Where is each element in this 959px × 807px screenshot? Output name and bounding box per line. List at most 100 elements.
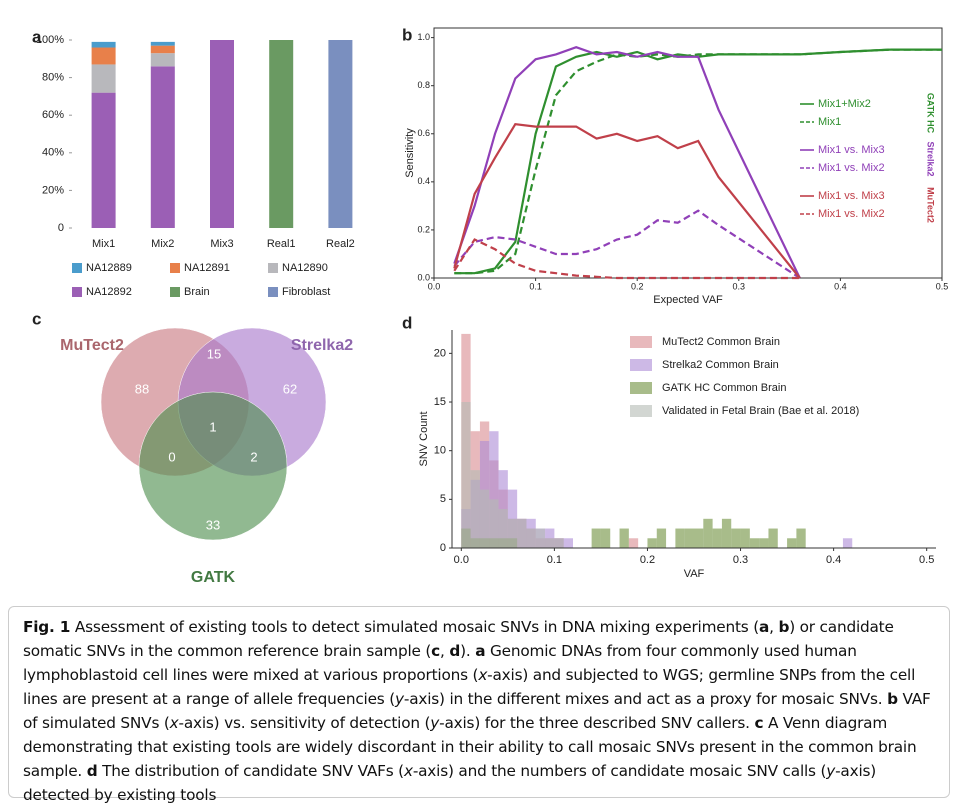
hist-bar bbox=[470, 470, 480, 548]
legend-label: NA12890 bbox=[282, 262, 328, 274]
hist-bar bbox=[787, 538, 797, 548]
hist-bar bbox=[731, 528, 741, 548]
panel-label: a bbox=[32, 27, 42, 46]
legend-label: Mix1 bbox=[818, 116, 841, 128]
caption-run: A Venn diagram demonstrating that existi… bbox=[23, 714, 917, 780]
bar-segment bbox=[150, 45, 175, 54]
caption-run: c bbox=[431, 642, 441, 660]
caption-run: VAF of simulated SNVs ( bbox=[23, 690, 931, 732]
legend-swatch bbox=[170, 263, 180, 273]
caption-run: -axis) for the three described SNV calle… bbox=[439, 714, 755, 732]
legend-label: Mix1+Mix2 bbox=[818, 98, 871, 110]
venn-count: 2 bbox=[250, 449, 257, 464]
hist-bar bbox=[545, 538, 555, 548]
hist-bar bbox=[600, 528, 611, 548]
x-tick-label: 0.0 bbox=[454, 554, 469, 566]
caption-run: -axis) detected by existing tools bbox=[23, 762, 877, 804]
venn-count: 88 bbox=[135, 381, 149, 396]
y-tick-label: 15 bbox=[434, 396, 446, 408]
legend-swatch bbox=[630, 359, 652, 371]
venn-count: 33 bbox=[206, 517, 220, 532]
bar-segment bbox=[328, 40, 353, 228]
y-tick-label: 0.2 bbox=[417, 224, 430, 234]
hist-bar bbox=[703, 518, 713, 548]
caption-run: -axis) in the different mixes and act as… bbox=[403, 690, 888, 708]
venn-set-label: GATK bbox=[191, 569, 236, 586]
hist-bar bbox=[526, 528, 536, 548]
series-line bbox=[454, 48, 942, 275]
hist-bar bbox=[628, 538, 639, 548]
legend-label: Mix1 vs. Mix2 bbox=[818, 208, 885, 220]
legend-label: Mix1 vs. Mix3 bbox=[818, 144, 885, 156]
y-tick-label: 60% bbox=[42, 109, 64, 121]
hist-bar bbox=[740, 528, 750, 548]
y-tick-label: 0 bbox=[58, 222, 64, 234]
hist-bar bbox=[656, 528, 667, 548]
hist-bar bbox=[842, 538, 853, 548]
hist-bar bbox=[563, 538, 573, 548]
venn-count: 1 bbox=[209, 419, 216, 434]
hist-bar bbox=[619, 528, 629, 548]
legend-label: Mix1 vs. Mix3 bbox=[818, 190, 885, 202]
y-tick-label: 1.0 bbox=[417, 32, 430, 42]
caption-run: d bbox=[86, 762, 98, 780]
caption: Fig. 1 Assessment of existing tools to d… bbox=[8, 606, 950, 804]
x-tick-label: Real2 bbox=[326, 238, 355, 250]
bar-segment bbox=[91, 47, 116, 65]
x-axis-label: VAF bbox=[684, 568, 705, 580]
venn-set bbox=[138, 391, 288, 541]
bar-segment bbox=[91, 64, 116, 93]
legend-swatch bbox=[72, 287, 82, 297]
caption-run: , bbox=[440, 642, 450, 660]
bar-segment bbox=[91, 41, 116, 48]
y-tick-label: 0.0 bbox=[417, 272, 430, 282]
bar-segment bbox=[150, 66, 175, 228]
hist-bar bbox=[647, 538, 657, 548]
bar-segment bbox=[210, 40, 234, 228]
figure: a 0 20% 40% 60% 80% 100% Mix1 Mix2 Mix3 Real1 Real2… bbox=[32, 25, 949, 586]
y-tick-label: 20 bbox=[434, 347, 446, 359]
x-tick-label: 0.1 bbox=[529, 281, 542, 291]
caption-run: ) or candidate somatic SNVs in the commo… bbox=[23, 618, 894, 660]
legend-label: MuTect2 Common Brain bbox=[662, 336, 780, 348]
legend-label: Fibroblast bbox=[282, 286, 330, 298]
y-tick-label: 20% bbox=[42, 184, 64, 196]
caption-run: d bbox=[449, 642, 461, 660]
panel-label: b bbox=[402, 25, 412, 44]
caption-run: x bbox=[478, 666, 488, 684]
caption-run: y bbox=[826, 762, 836, 780]
x-tick-label: Real1 bbox=[267, 238, 296, 250]
hist-bar bbox=[684, 528, 694, 548]
x-tick-label: 0.3 bbox=[733, 554, 748, 566]
y-tick-label: 0.8 bbox=[417, 80, 430, 90]
x-tick-label: 0.5 bbox=[936, 281, 949, 291]
series-line bbox=[453, 123, 801, 279]
legend-group-label: MuTect2 bbox=[926, 187, 936, 223]
legend-swatch bbox=[630, 382, 652, 394]
x-tick-label: 0.4 bbox=[834, 281, 847, 291]
panel-label: c bbox=[32, 309, 41, 328]
caption-run: y bbox=[430, 714, 440, 732]
hist-bar bbox=[517, 518, 527, 548]
y-tick-label: 80% bbox=[42, 72, 64, 84]
legend-swatch bbox=[630, 336, 652, 348]
legend-label: Mix1 vs. Mix2 bbox=[818, 162, 885, 174]
hist-bar bbox=[479, 489, 490, 548]
legend-swatch bbox=[268, 287, 278, 297]
legend-swatch bbox=[72, 263, 82, 273]
y-tick-label: 10 bbox=[434, 445, 446, 457]
y-tick-label: 0.6 bbox=[417, 128, 430, 138]
panel-label: d bbox=[402, 313, 412, 332]
venn-count: 15 bbox=[207, 346, 221, 361]
x-tick-label: 0.1 bbox=[547, 554, 562, 566]
legend-swatch bbox=[268, 263, 278, 273]
legend-label: Validated in Fetal Brain (Bae et al. 201… bbox=[662, 405, 859, 417]
hist-bar bbox=[591, 528, 601, 548]
hist-bar bbox=[545, 528, 555, 548]
caption-run: -axis) and the numbers of candidate mosa… bbox=[412, 762, 827, 780]
x-tick-label: 0.0 bbox=[428, 281, 441, 291]
hist-bar bbox=[535, 528, 546, 548]
caption-run: -axis) vs. sensitivity of detection ( bbox=[178, 714, 431, 732]
bar-segment bbox=[150, 53, 175, 67]
caption-run: ). bbox=[460, 642, 476, 660]
